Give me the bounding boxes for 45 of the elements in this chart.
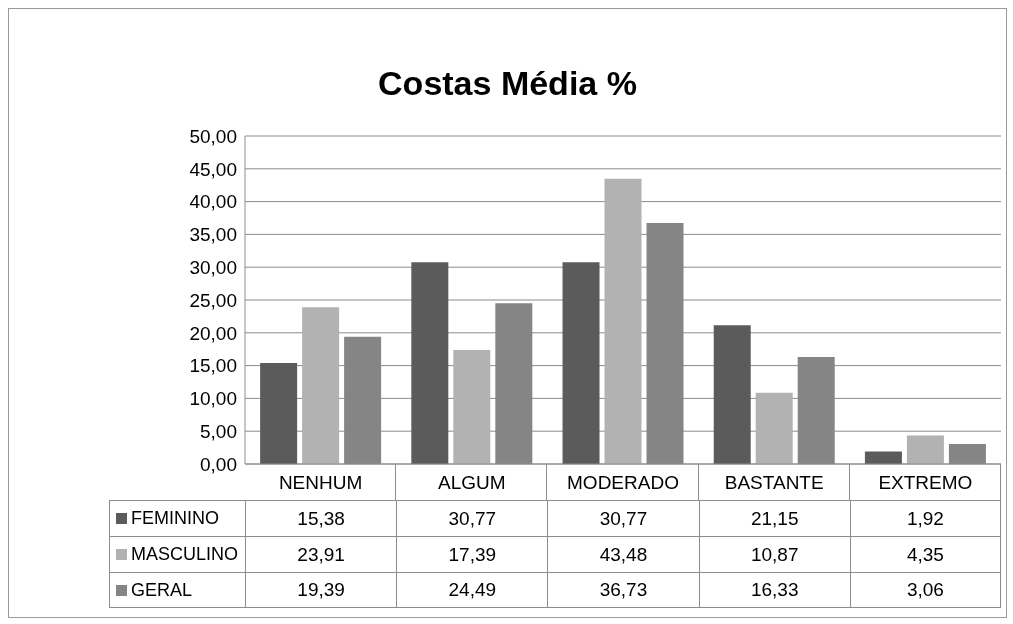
bar: [713, 325, 751, 464]
data-label: 21,15: [698, 500, 850, 536]
y-tick-label: 10,00: [189, 388, 237, 410]
x-tick-label: ALGUM: [438, 472, 506, 494]
bar: [562, 262, 600, 464]
bar: [755, 392, 793, 464]
legend-label: GERAL: [131, 579, 193, 601]
data-label: 30,77: [547, 500, 699, 536]
chart-title: Costas Média %: [377, 64, 638, 103]
data-label: 23,91: [245, 536, 397, 572]
data-label: 4,35: [849, 536, 1001, 572]
data-label: 16,33: [698, 572, 850, 608]
bar: [302, 307, 340, 464]
x-tick-label: BASTANTE: [724, 472, 824, 494]
data-label: 10,87: [698, 536, 850, 572]
x-tick-label: EXTREMO: [878, 472, 973, 494]
y-tick-label: 25,00: [189, 289, 237, 311]
y-tick-label: 40,00: [189, 191, 237, 213]
y-tick-label: 45,00: [189, 158, 237, 180]
data-label: 1,92: [849, 500, 1001, 536]
legend-label: MASCULINO: [131, 544, 239, 565]
data-label: 36,73: [547, 572, 699, 608]
data-label: 19,39: [245, 572, 397, 608]
data-label: 24,49: [396, 572, 548, 608]
data-label: 30,77: [396, 500, 548, 536]
y-tick-label: 20,00: [189, 322, 237, 344]
y-tick-label: 50,00: [189, 125, 237, 147]
data-label: 15,38: [245, 500, 397, 536]
y-tick-label: 35,00: [189, 224, 237, 246]
bar: [906, 435, 944, 464]
y-tick-label: 30,00: [189, 256, 237, 278]
x-tick-label: MODERADO: [567, 472, 679, 494]
data-label: 43,48: [547, 536, 699, 572]
bar: [260, 363, 298, 464]
x-tick-label: NENHUM: [278, 472, 363, 494]
bar: [453, 349, 491, 464]
data-label: 3,06: [849, 572, 1001, 608]
bar: [411, 262, 449, 464]
data-label: 17,39: [396, 536, 548, 572]
y-tick-label: 15,00: [189, 355, 237, 377]
legend-label: FEMININO: [131, 508, 219, 529]
y-tick-label: 0,00: [200, 453, 237, 475]
bar: [864, 451, 902, 464]
y-tick-label: 5,00: [200, 420, 237, 442]
bar: [604, 178, 642, 464]
